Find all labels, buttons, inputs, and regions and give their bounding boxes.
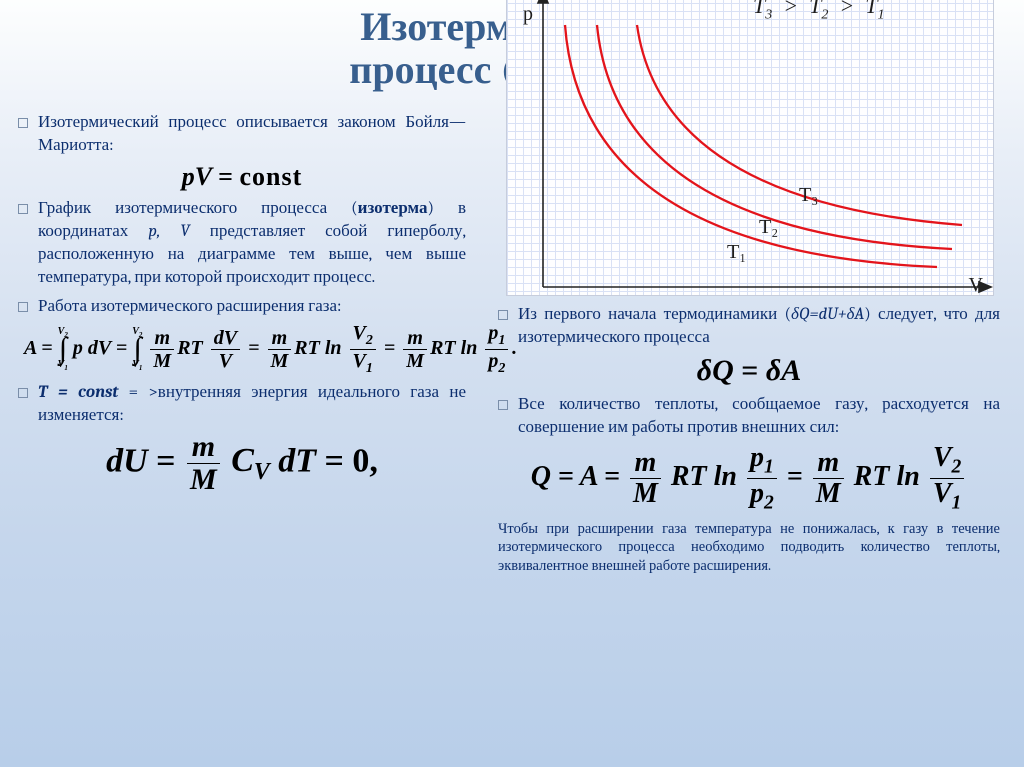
bullet-law: Изотермический процесс описывается закон…	[18, 112, 466, 158]
curve-label-T1: T₁	[727, 241, 746, 264]
bullet-law-text: Изотермический процесс описывается закон…	[38, 112, 466, 158]
bullet-icon	[498, 400, 508, 410]
right-column: p V T3 > T2 > T1 T₁ T₂ T₃ Из первого нач…	[490, 106, 1000, 575]
left-column: Изотермический процесс описывается закон…	[18, 106, 490, 575]
bullet-heat-text: Все количество теплоты, сообщаемое газу,…	[518, 394, 1000, 440]
bullet-tconst-text: T = const = >внутренняя энергия идеально…	[38, 382, 466, 428]
title-line2a: процесс (	[349, 47, 516, 93]
chart-inequality: T3 > T2 > T1	[753, 0, 884, 24]
bullet-first-law: Из первого начала термодинамики (δQ=dU+δ…	[498, 304, 1000, 350]
bullet-icon	[498, 310, 508, 320]
formula-work-integral: A = V2 ∫ V1 p dV = V2 ∫ V1 mMRT dVV = mM…	[18, 323, 466, 376]
chart-svg	[507, 0, 995, 297]
bullet-work: Работа изотермического расширения газа:	[18, 296, 466, 319]
bullet-first-law-text: Из первого начала термодинамики (δQ=dU+δ…	[518, 304, 1000, 350]
formula-pv: pV = const	[18, 162, 466, 192]
bullet-graph-text: График изотермического процесса (изотерм…	[38, 198, 466, 290]
bullet-graph: График изотермического процесса (изотерм…	[18, 198, 466, 290]
bullet-icon	[18, 204, 28, 214]
footnote: Чтобы при расширении газа температура не…	[498, 520, 1000, 576]
formula-Q: Q = A = mM RT ln p1p2 = mM RT ln V2V1	[498, 444, 1000, 513]
bullet-icon	[18, 118, 28, 128]
formula-dQ: δQ = δA	[498, 354, 1000, 388]
formula-dU: dU = mM CV dT = 0,	[18, 432, 466, 495]
axis-p-label: p	[523, 3, 533, 26]
bullet-icon	[18, 302, 28, 312]
axis-v-label: V	[969, 274, 983, 297]
bullet-heat: Все количество теплоты, сообщаемое газу,…	[498, 394, 1000, 440]
curve-label-T2: T₂	[759, 216, 778, 239]
bullet-work-text: Работа изотермического расширения газа:	[38, 296, 342, 319]
bullet-icon	[18, 388, 28, 398]
pv-chart: p V T3 > T2 > T1 T₁ T₂ T₃	[506, 0, 994, 296]
bullet-tconst: T = const = >внутренняя энергия идеально…	[18, 382, 466, 428]
curve-label-T3: T₃	[799, 184, 818, 207]
